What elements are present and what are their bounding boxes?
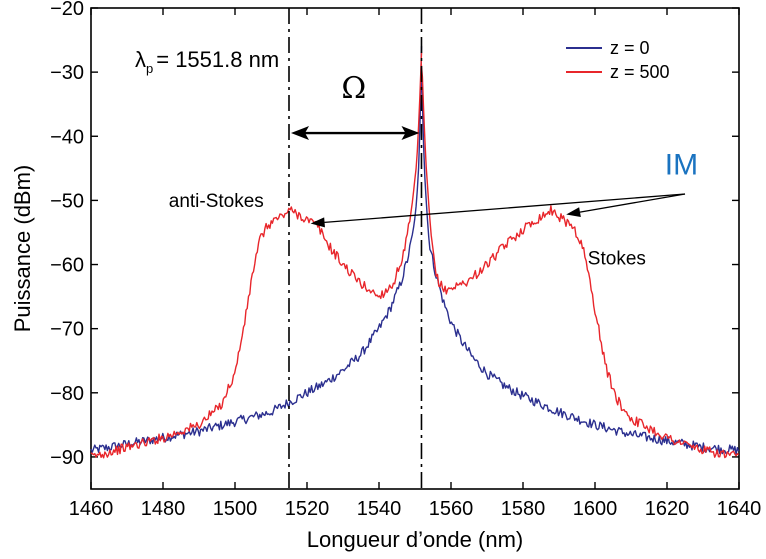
stokes-label: Stokes [588,249,646,270]
x-tick-label: 1460 [69,498,114,520]
legend-entry: z = 0 [610,38,650,58]
plot-axes: 1460 1480 1500 1520 1540 1560 1580 1600 1620 1640… [10,0,761,552]
lambda-symbol: λ [135,47,146,72]
series-line-z500 [90,52,740,459]
x-tick-label: 1620 [645,498,690,520]
omega-arrowhead-left [291,126,309,141]
x-tick-label: 1600 [573,498,618,520]
y-tick-label: −30 [50,62,84,84]
x-axis-label: Longueur d’onde (nm) [307,527,523,552]
x-tick-label: 1640 [717,498,762,520]
im-arrow-anti-stokes-head [310,217,325,228]
plot-series [90,45,740,459]
x-tick-label: 1540 [357,498,402,520]
plot-frame [90,7,740,490]
x-tick-label: 1560 [429,498,474,520]
y-tick-label: −50 [50,190,84,212]
y-tick-label: −80 [50,383,84,405]
im-arrow-stokes-head [566,207,581,218]
im-label: IM [665,149,698,182]
omega-arrowhead-right [401,126,420,141]
y-tick-label: −90 [50,447,84,469]
legend-entry: z = 500 [610,62,670,82]
y-tick-label: −20 [50,0,84,20]
pump-wavelength-label: λp = 1551.8 nm [135,47,279,76]
im-arrow-stokes-shaft [579,193,686,213]
y-axis-label: Puissance (dBm) [10,165,35,333]
x-tick-label: 1520 [285,498,330,520]
y-tick-label: −70 [50,319,84,341]
x-tick-label: 1500 [213,498,258,520]
pump-wavelength-value: = 1551.8 nm [156,47,279,72]
x-tick-label: 1480 [141,498,186,520]
im-arrow-anti-stokes-shaft [324,193,686,224]
lambda-subscript: p [146,61,153,76]
series-line-z0 [90,45,740,456]
omega-label: Ω [341,71,366,106]
anti-stokes-label: anti-Stokes [169,191,264,212]
y-tick-label: −60 [50,255,84,277]
legend: z = 0 z = 500 [566,38,670,82]
x-tick-label: 1580 [501,498,546,520]
y-tick-label: −40 [50,126,84,148]
